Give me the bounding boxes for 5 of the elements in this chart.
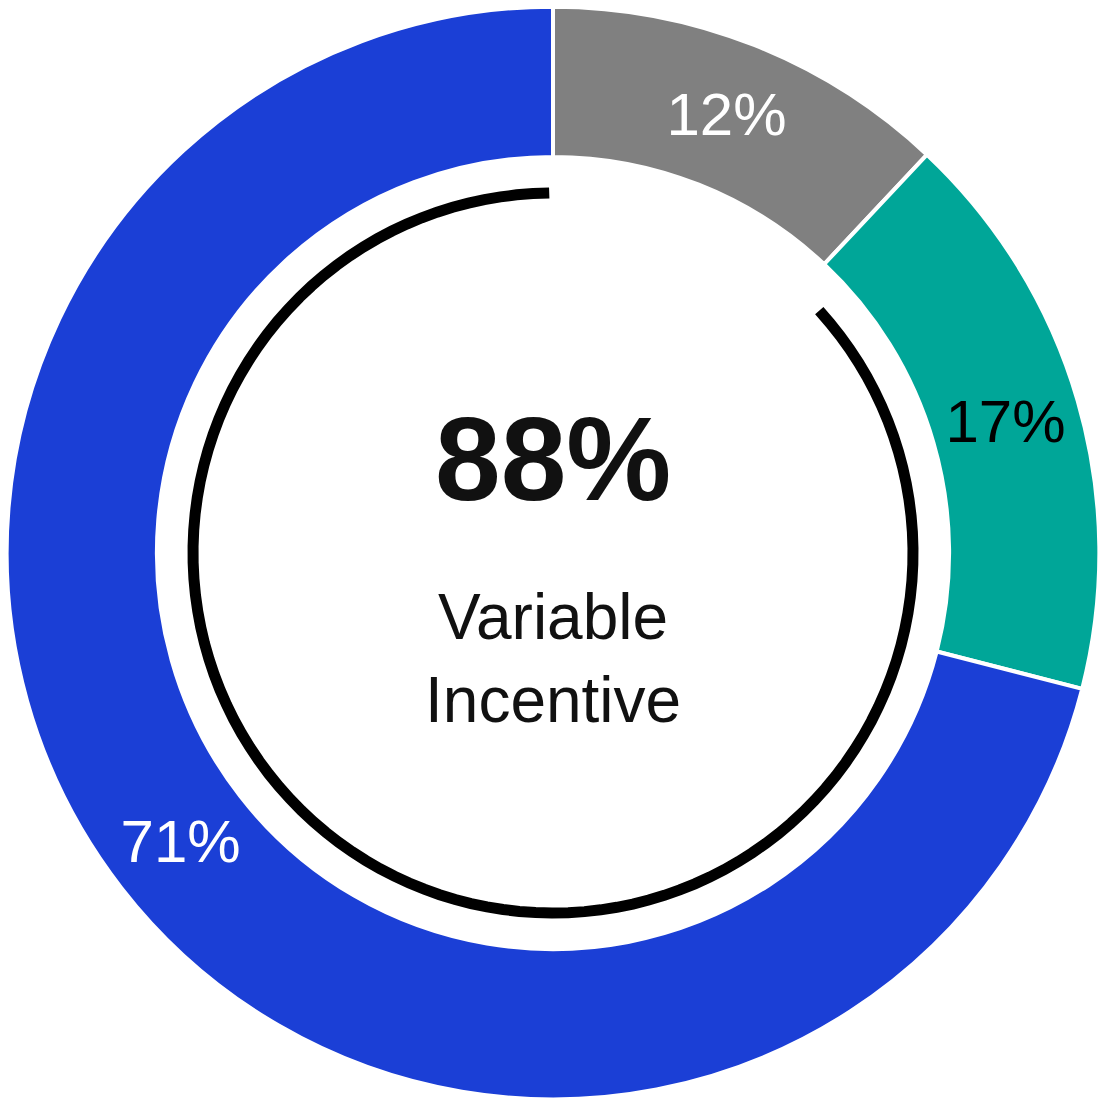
data-label: 12%: [666, 81, 787, 149]
data-label: 17%: [945, 388, 1066, 456]
text: Variable Incentive: [425, 581, 682, 737]
text: 88%: [435, 393, 672, 525]
data-label: 71%: [120, 808, 241, 876]
